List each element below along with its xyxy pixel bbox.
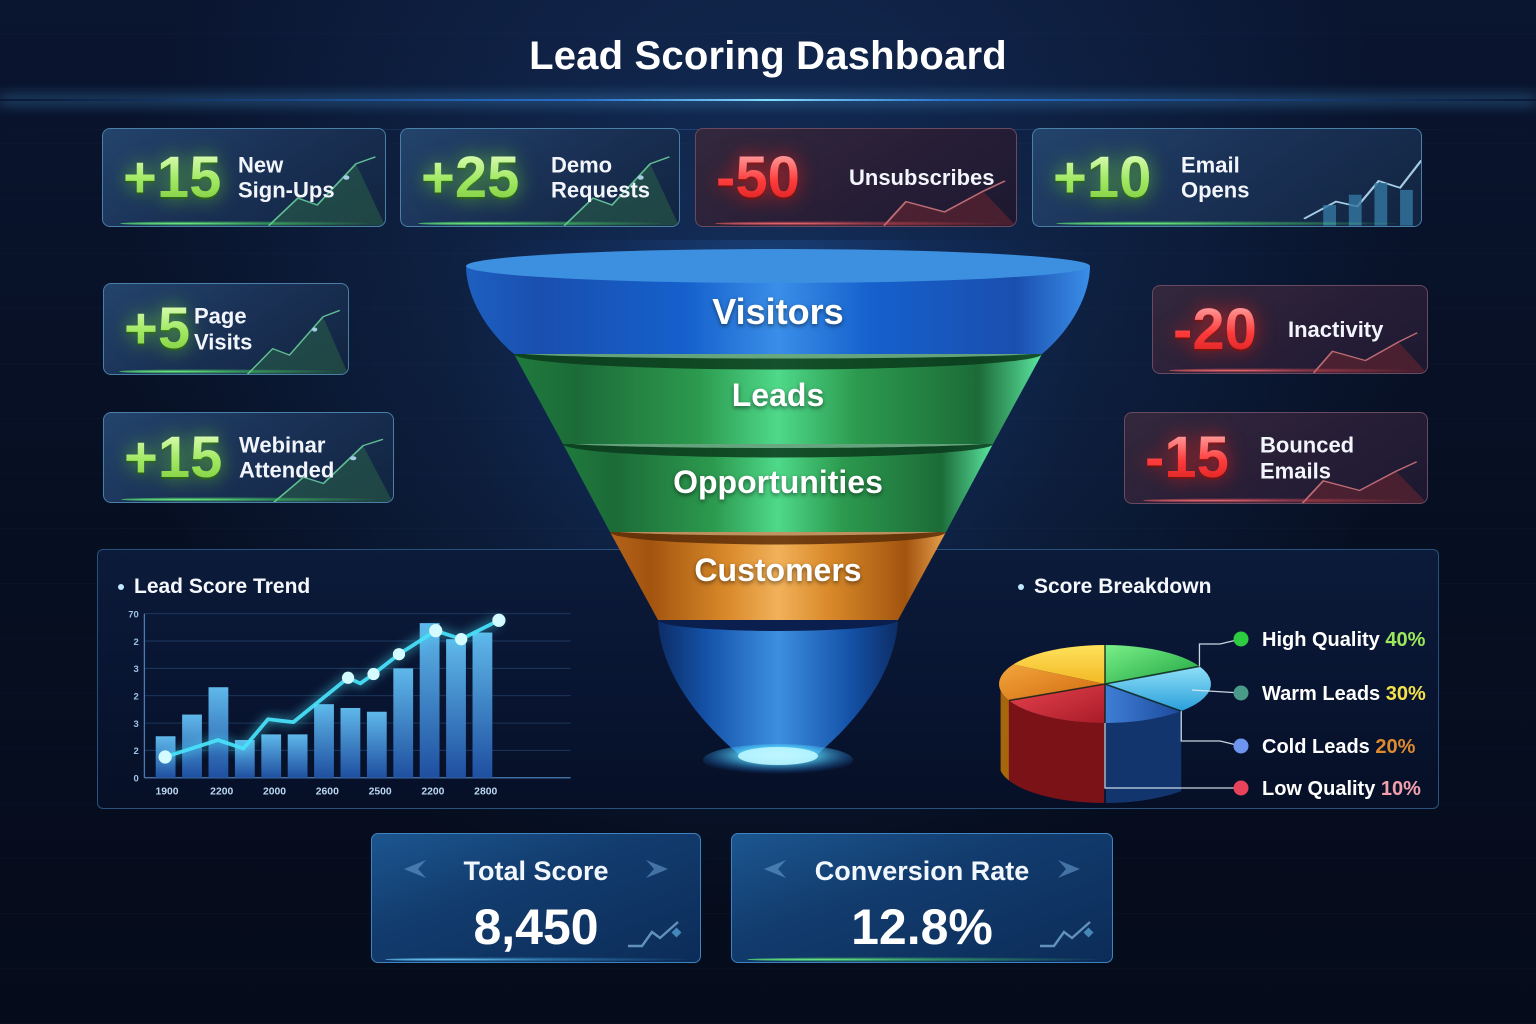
svg-text:2600: 2600 [316,787,339,798]
svg-text:Cold Leads 20%: Cold Leads 20% [1262,736,1416,758]
svg-text:2: 2 [134,745,139,756]
svg-text:2200: 2200 [421,787,444,798]
svg-text:70: 70 [128,608,138,619]
svg-text:1900: 1900 [156,787,179,798]
svg-text:Visitors: Visitors [712,291,843,332]
svg-text:2000: 2000 [263,787,286,798]
svg-text:2: 2 [134,690,139,701]
svg-text:Low Quality 10%: Low Quality 10% [1262,778,1421,800]
svg-text:3: 3 [134,663,139,674]
svg-text:3: 3 [134,718,139,729]
svg-text:2500: 2500 [369,787,392,798]
svg-text:2: 2 [134,636,139,647]
svg-text:Customers: Customers [694,552,861,588]
svg-text:Opportunities: Opportunities [673,464,883,500]
svg-text:Warm Leads 30%: Warm Leads 30% [1262,683,1426,705]
svg-text:Leads: Leads [732,377,824,413]
svg-text:2800: 2800 [474,787,497,798]
svg-text:High Quality 40%: High Quality 40% [1262,629,1426,651]
svg-text:0: 0 [134,773,139,784]
svg-text:2200: 2200 [210,787,233,798]
